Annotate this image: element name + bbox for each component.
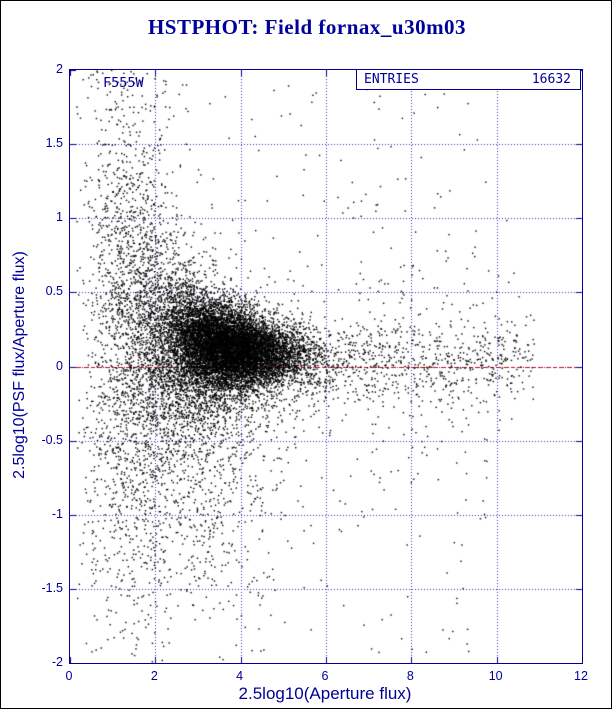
y-tick-label: -2	[51, 655, 63, 669]
stats-entries-label: ENTRIES	[364, 72, 419, 87]
scatter-canvas	[70, 70, 582, 663]
plot-frame	[69, 69, 583, 664]
y-tick-label: 1.5	[45, 136, 63, 151]
stats-entries-value: 16632	[531, 72, 571, 87]
page-title: HSTPHOT: Field fornax_u30m03	[147, 15, 467, 39]
y-tick-label: -1	[51, 506, 63, 521]
x-tick-label: 6	[321, 669, 329, 683]
y-tick-label: 2	[56, 62, 63, 76]
stats-box: ENTRIES 16632	[356, 69, 581, 90]
y-tick-label: -1.5	[41, 580, 63, 595]
y-tick-label: -0.5	[41, 432, 63, 447]
x-tick-label: 8	[406, 669, 414, 683]
x-axis-label: 2.5log10(Aperture flux)	[238, 684, 412, 703]
x-tick-label: 4	[236, 669, 244, 683]
y-tick-label: 1	[56, 210, 63, 225]
x-tick-label: 10	[488, 669, 503, 683]
x-tick-label: 12	[574, 669, 588, 683]
y-tick-label: 0	[56, 358, 63, 373]
x-tick-label: 0	[65, 669, 73, 683]
x-tick-label: 2	[150, 669, 158, 683]
y-axis-label: 2.5log10(PSF flux/Aperture flux)	[11, 251, 28, 479]
series-filter-label: F555W	[103, 75, 144, 91]
y-tick-label: 0.5	[45, 284, 63, 299]
